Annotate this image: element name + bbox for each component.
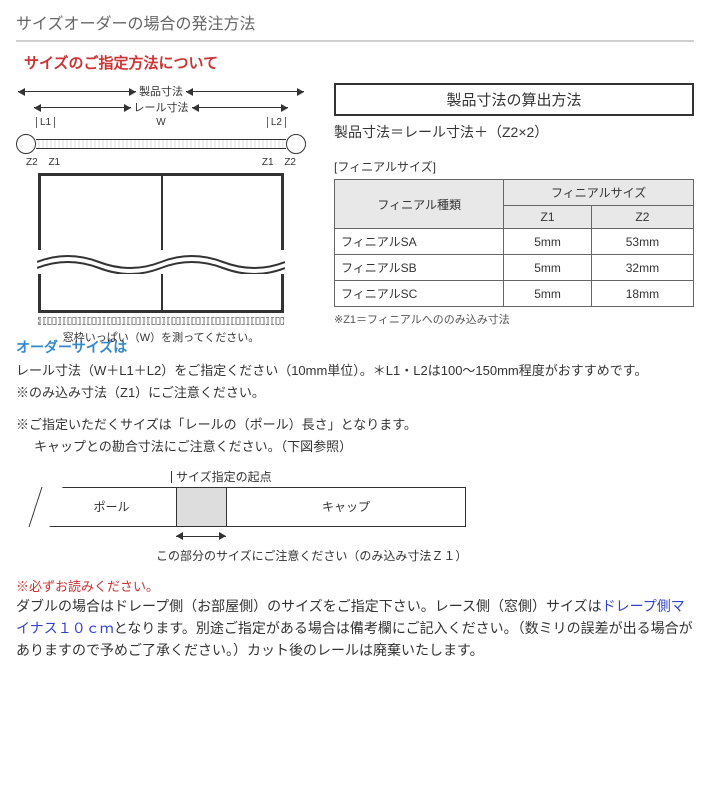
joint-arrow-icon [176,531,226,543]
dim-z2-right: Z2 [280,157,300,168]
finial-table: フィニアル種類 フィニアルサイズ Z1 Z2 フィニアルSA 5mm 53mm … [334,179,694,307]
diagram-caption: 窓枠いっぱい（W）を測ってください。 [16,329,306,345]
dim-w: W [55,117,267,128]
pole-joint-icon [177,488,227,526]
table-row: フィニアルSB 5mm 32mm [335,255,694,281]
body-part1: ダブルの場合はドレープ側（お部屋側）のサイズをご指定下さい。レース側（窓側）サイ… [16,598,602,614]
order-p4: キャップとの勘合寸法にご注意ください。（下図参照） [34,437,694,457]
window-box-icon [38,173,284,313]
dim-product-label: 製品寸法 [139,83,183,99]
th-z2: Z2 [591,206,693,229]
calc-formula: 製品寸法＝レール寸法＋（Z2×2） [334,122,694,142]
body-part2: となります。別途ご指定がある場合は備考欄にご記入ください。（数ミリの誤差が出る場… [16,620,693,658]
table-row: フィニアルSC 5mm 18mm [335,281,694,307]
calc-title: 製品寸法の算出方法 [334,83,694,116]
order-p3: ※ご指定いただくサイズは「レールの（ポール）長さ」となります。 [16,415,694,435]
dim-l1: L1 [36,117,55,128]
must-read-heading: ※必ずお読みください。 [16,576,694,595]
order-p2: ※のみ込み寸法（Z1）にご注意ください。 [16,383,694,403]
pole-under-note: この部分のサイズにご注意ください（のみ込み寸法Ｚ１） [156,547,466,564]
th-z1: Z1 [504,206,591,229]
order-p1: レール寸法（W＋L1＋L2）をご指定ください（10mm単位）。＊L1・L2は10… [16,361,694,381]
window-diagram: 製品寸法 レール寸法 L1 W L2 Z2 Z1 Z1 Z2 [16,83,306,323]
table-note: ※Z1＝フィニアルへののみ込み寸法 [334,311,694,327]
th-type: フィニアル種類 [335,180,504,229]
finial-subhead: [フィニアルサイズ] [334,158,694,175]
pole-top-label: サイズ指定の起点 [176,470,272,484]
body-paragraph: ダブルの場合はドレープ側（お部屋側）のサイズをご指定下さい。レース側（窓側）サイ… [16,595,694,662]
dim-z1-left: Z1 [44,157,64,168]
dim-l2: L2 [267,117,286,128]
th-size: フィニアルサイズ [504,180,694,206]
dim-rail-label: レール寸法 [134,99,189,115]
dotted-measure-icon [38,317,284,325]
finial-right-icon [286,134,306,154]
table-row: フィニアルSA 5mm 53mm [335,229,694,255]
rod-icon [36,139,286,149]
dim-z2-left: Z2 [22,157,42,168]
dim-z1-right: Z1 [258,157,278,168]
cap-label: キャップ [322,498,370,515]
finial-left-icon [16,134,36,154]
pole-cap-diagram: サイズ指定の起点 ポール キャップ この部分のサイズにご注意ください（のみ込み寸… [46,468,466,564]
section-title: サイズオーダーの場合の発注方法 [16,8,694,42]
heading-spec-method: サイズのご指定方法について [24,52,694,73]
pole-label: ポール [93,498,129,515]
